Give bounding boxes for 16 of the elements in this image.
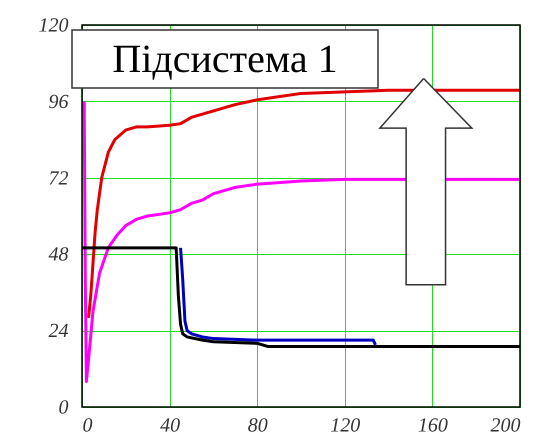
y-tick-label: 120 [38,14,68,36]
line-series [179,246,377,346]
annotation: Підсистема 1 [112,36,338,81]
x-tick-label: 200 [490,414,520,436]
x-tick-label: 80 [248,414,268,436]
y-tick-label: 0 [58,396,68,418]
y-tick-label: 72 [48,167,68,190]
x-tick-label: 40 [160,414,180,436]
line-series [87,88,522,320]
y-tick-label: 24 [48,320,68,342]
line-series [82,100,522,384]
y-tick-label: 96 [48,90,68,113]
y-tick-label: 48 [48,244,68,266]
x-tick-label: 0 [82,414,92,436]
x-tick-label: 160 [418,414,448,436]
x-tick-label: 120 [330,414,360,436]
